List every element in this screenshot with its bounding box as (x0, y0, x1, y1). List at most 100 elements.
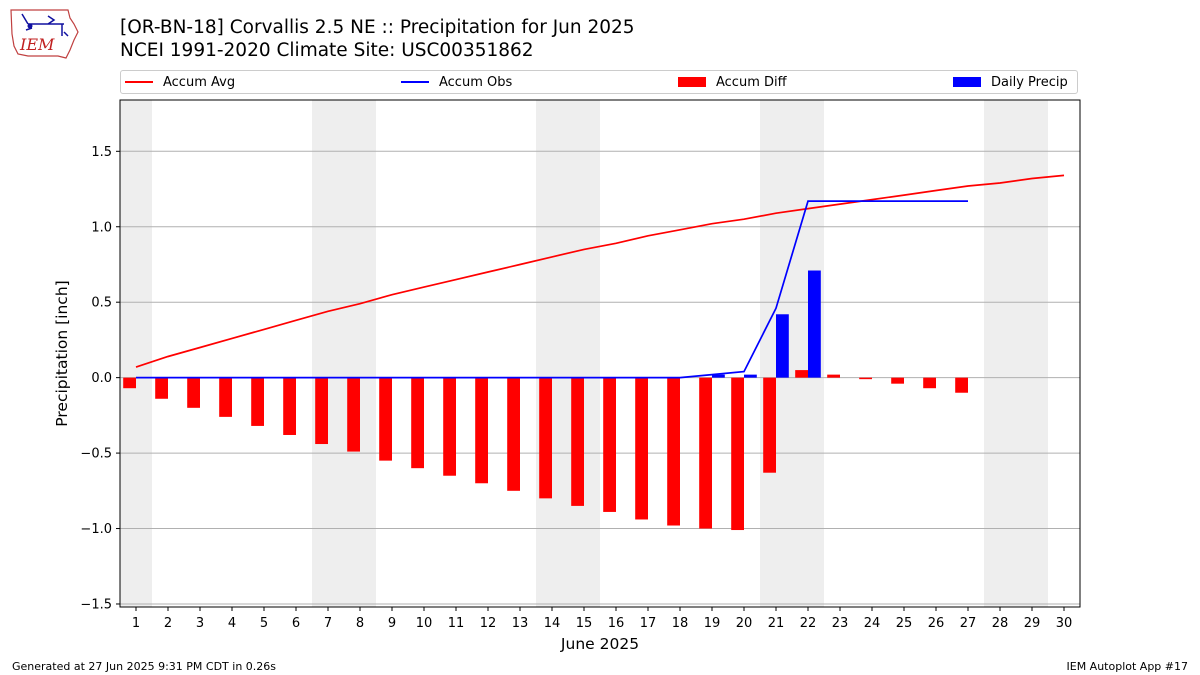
accum-diff-bar (891, 377, 904, 384)
accum-diff-bar (507, 377, 520, 491)
x-tick-label: 23 (832, 616, 849, 631)
accum-diff-bar (251, 377, 264, 426)
weekend-band (120, 100, 152, 607)
x-tick-label: 27 (960, 616, 977, 631)
y-tick-label: 1.0 (91, 220, 112, 235)
legend-swatch (125, 81, 153, 83)
accum-diff-bar (539, 377, 552, 499)
accum-diff-bar (859, 377, 872, 380)
weekend-band (536, 100, 600, 607)
x-tick-label: 29 (1024, 616, 1041, 631)
accum-diff-bar (603, 377, 616, 512)
y-tick-label: −1.0 (80, 522, 112, 537)
accum-diff-bar (731, 377, 744, 531)
accum-diff-bar (827, 374, 840, 378)
x-tick-label: 17 (640, 616, 657, 631)
accum-diff-bar (155, 377, 168, 399)
x-tick-label: 28 (992, 616, 1009, 631)
plot-frame (119, 99, 1081, 608)
accum-diff-bar (187, 377, 200, 408)
x-tick-label: 30 (1056, 616, 1073, 631)
x-tick-label: 24 (864, 616, 881, 631)
accum-diff-bar (347, 377, 360, 452)
x-tick-label: 15 (576, 616, 593, 631)
x-tick-label: 12 (480, 616, 497, 631)
legend-swatch (678, 77, 706, 87)
x-tick-label: 4 (228, 616, 236, 631)
accum-obs-line (136, 200, 968, 379)
x-tick-label: 1 (132, 616, 140, 631)
accum-diff-bar (635, 377, 648, 520)
accum-diff-bar (219, 377, 232, 417)
x-tick-label: 14 (544, 616, 561, 631)
x-tick-label: 26 (928, 616, 945, 631)
weekend-band (984, 100, 1048, 607)
accum-diff-bar (955, 377, 968, 393)
x-tick-label: 18 (672, 616, 689, 631)
x-tick-label: 5 (260, 616, 268, 631)
logo-text: IEM (19, 35, 55, 54)
legend-label: Accum Avg (163, 74, 236, 90)
x-axis-label: June 2025 (560, 635, 639, 653)
legend-swatch (953, 77, 981, 87)
x-tick-label: 19 (704, 616, 721, 631)
accum-diff-bar (923, 377, 936, 389)
daily-precip-bar (744, 374, 757, 378)
legend-item-daily-precip: Daily Precip (953, 71, 1068, 93)
accum-diff-bar (379, 377, 392, 461)
accum-diff-bar (795, 370, 808, 378)
daily-precip-bar (712, 374, 725, 378)
app-credit: IEM Autoplot App #17 (1066, 660, 1189, 673)
chart-legend: Accum Avg Accum Obs Accum Diff Daily Pre… (120, 70, 1078, 94)
legend-label: Accum Obs (439, 74, 513, 90)
accum-diff-bar (571, 377, 584, 506)
legend-swatch (401, 81, 429, 83)
x-tick-label: 7 (324, 616, 332, 631)
accum-diff-bar (123, 377, 136, 389)
accum-avg-line (135, 174, 1065, 368)
x-tick-label: 10 (416, 616, 433, 631)
x-tick-label: 21 (768, 616, 785, 631)
legend-item-accum-obs: Accum Obs (401, 71, 512, 93)
daily-precip-bar (776, 314, 789, 378)
x-tick-label: 13 (512, 616, 529, 631)
chart-subtitle: NCEI 1991-2020 Climate Site: USC00351862 (120, 40, 534, 61)
iowa-state-outline-icon (10, 9, 79, 59)
x-tick-label: 6 (292, 616, 300, 631)
accum-diff-bar (283, 377, 296, 435)
accum-diff-bar (699, 377, 712, 529)
x-tick-label: 8 (356, 616, 364, 631)
daily-precip-bar (808, 270, 821, 378)
x-tick-label: 11 (448, 616, 465, 631)
y-axis-label: Precipitation [inch] (53, 280, 71, 426)
accum-diff-bar (475, 377, 488, 484)
accum-diff-bar (315, 377, 328, 445)
x-tick-label: 16 (608, 616, 625, 631)
accum-diff-bar (763, 377, 776, 473)
x-tick-label: 25 (896, 616, 913, 631)
legend-item-accum-avg: Accum Avg (125, 71, 235, 93)
accum-diff-bar (443, 377, 456, 476)
iem-logo: IEM (10, 9, 79, 59)
accum-diff-bar (411, 377, 424, 469)
y-tick-label: 0.5 (91, 296, 112, 311)
x-tick-label: 3 (196, 616, 204, 631)
x-tick-label: 9 (388, 616, 396, 631)
generated-timestamp: Generated at 27 Jun 2025 9:31 PM CDT in … (12, 660, 277, 673)
y-tick-label: −1.5 (80, 597, 112, 612)
accum-diff-bar (667, 377, 680, 526)
weather-station-icon (21, 13, 69, 37)
chart-title: [OR-BN-18] Corvallis 2.5 NE :: Precipita… (120, 17, 635, 38)
y-tick-label: 0.0 (91, 371, 112, 386)
x-tick-label: 2 (164, 616, 172, 631)
plot-area (120, 100, 1080, 607)
x-tick-label: 20 (736, 616, 753, 631)
y-tick-label: −0.5 (80, 447, 112, 462)
legend-label: Daily Precip (991, 74, 1068, 90)
legend-item-accum-diff: Accum Diff (678, 71, 787, 93)
weekend-band (312, 100, 376, 607)
y-tick-label: 1.5 (91, 145, 112, 160)
x-tick-label: 22 (800, 616, 817, 631)
legend-label: Accum Diff (716, 74, 787, 90)
